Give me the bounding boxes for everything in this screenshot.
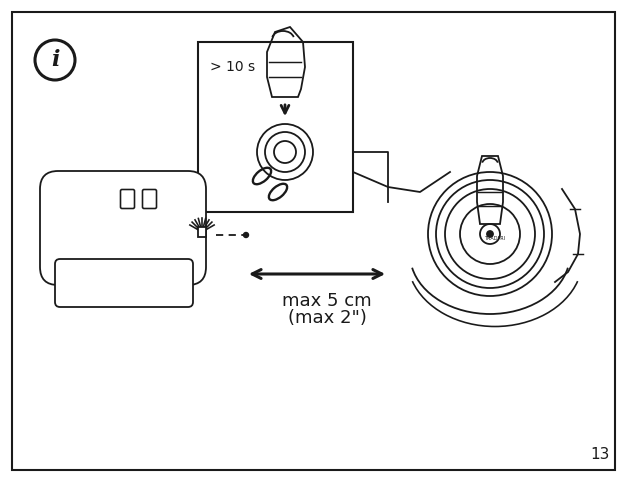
FancyBboxPatch shape: [55, 259, 193, 307]
FancyBboxPatch shape: [120, 189, 135, 209]
Circle shape: [487, 231, 493, 237]
Circle shape: [257, 124, 313, 180]
Circle shape: [265, 132, 305, 172]
Circle shape: [243, 232, 248, 238]
Circle shape: [35, 40, 75, 80]
Circle shape: [460, 204, 520, 264]
FancyBboxPatch shape: [142, 189, 157, 209]
Circle shape: [480, 224, 500, 244]
Circle shape: [274, 141, 296, 163]
Text: (max 2"): (max 2"): [288, 309, 366, 327]
Circle shape: [428, 172, 552, 296]
Text: > 10 s: > 10 s: [210, 60, 255, 74]
Text: max 5 cm: max 5 cm: [282, 292, 372, 310]
Bar: [198, 227, 206, 237]
Bar: [198, 42, 353, 212]
Text: 13: 13: [591, 447, 610, 462]
Text: i: i: [51, 49, 59, 71]
Circle shape: [445, 189, 535, 279]
Circle shape: [436, 180, 544, 288]
Text: TRÅDFRI: TRÅDFRI: [485, 237, 505, 241]
FancyBboxPatch shape: [40, 171, 206, 285]
